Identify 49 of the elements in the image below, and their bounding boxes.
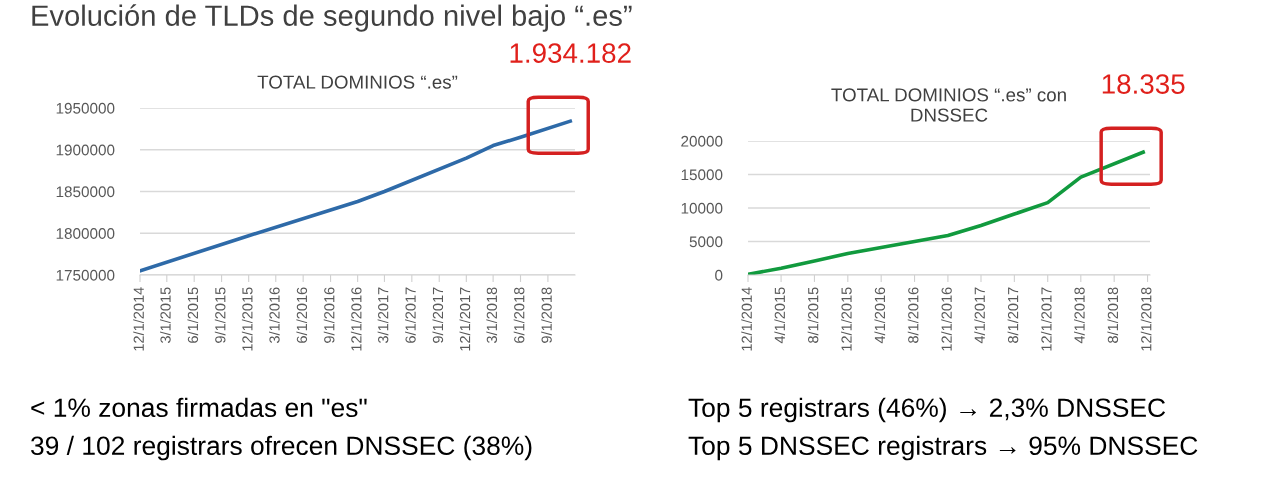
x-tick-label: 12/1/2015	[841, 287, 852, 351]
annotation: 18.335	[1102, 74, 1185, 94]
x-tick-label: 6/1/2016	[296, 287, 308, 343]
x-tick-label: 9/1/2018	[541, 287, 552, 343]
text: Top 5 DNSSEC registrars → 95% DNSSEC	[688, 435, 1198, 461]
y-tick-label: 1900000	[56, 144, 115, 156]
x-tick-label: 12/1/2016	[350, 287, 362, 351]
x-tick-label: 3/1/2018	[486, 287, 498, 344]
line-series	[748, 150, 1145, 275]
y-tick-label: 15000	[681, 169, 723, 181]
x-tick-label: 4/1/2016	[874, 287, 886, 344]
x-tick-label: 6/1/2017	[405, 287, 416, 343]
x-tick-label: 6/1/2018	[513, 287, 525, 343]
x-tick-label: 9/1/2017	[432, 287, 444, 343]
y-tick-label: 0	[715, 269, 723, 281]
y-tick-label: 5000	[689, 236, 723, 248]
x-tick-label: 8/1/2015	[807, 287, 819, 343]
x-tick-label: 12/1/2014	[133, 287, 144, 351]
text: Top 5 registrars (46%) → 2,3% DNSSEC	[688, 397, 1166, 423]
y-tick-label: 10000	[681, 202, 723, 214]
y-tick-label: 1950000	[56, 102, 115, 114]
x-tick-label: 3/1/2016	[268, 287, 280, 344]
chart-title: TOTAL DOMINIOS “.es”	[257, 75, 458, 89]
chart-title: TOTAL DOMINIOS “.es” con DNSSEC	[831, 88, 1066, 122]
x-tick-label: 3/1/2017	[377, 287, 389, 344]
y-tick-label: 1750000	[56, 269, 115, 281]
x-tick-label: 12/1/2018	[1140, 287, 1152, 351]
text: < 1% zonas firmadas en "es"	[31, 397, 367, 418]
x-tick-label: 4/1/2017	[974, 287, 985, 344]
x-tick-label: 3/1/2015	[160, 287, 171, 344]
x-tick-label: 12/1/2014	[741, 287, 752, 351]
x-tick-label: 4/1/2015	[774, 287, 785, 344]
text: Evolución de TLDs de segundo nivel bajo “.es”	[32, 4, 632, 32]
x-tick-label: 8/1/2018	[1107, 287, 1119, 343]
y-tick-label: 1800000	[56, 228, 115, 239]
x-tick-label: 4/1/2018	[1074, 287, 1085, 344]
annotation: 1.934.182	[510, 43, 631, 63]
x-tick-label: 8/1/2017	[1007, 287, 1019, 343]
x-tick-label: 9/1/2016	[323, 287, 335, 343]
x-tick-label: 8/1/2016	[907, 287, 919, 343]
x-tick-label: 12/1/2015	[241, 287, 253, 351]
y-tick-label: 20000	[681, 135, 723, 147]
y-tick-label: 1850000	[56, 186, 115, 198]
x-tick-label: 12/1/2016	[941, 287, 952, 351]
x-tick-label: 9/1/2015	[214, 287, 226, 343]
text: 39 / 102 registrars ofrecen DNSSEC (38%)	[31, 435, 532, 461]
x-tick-label: 12/1/2017	[459, 287, 471, 351]
x-tick-label: 6/1/2015	[187, 287, 199, 343]
x-tick-label: 12/1/2017	[1040, 287, 1052, 351]
